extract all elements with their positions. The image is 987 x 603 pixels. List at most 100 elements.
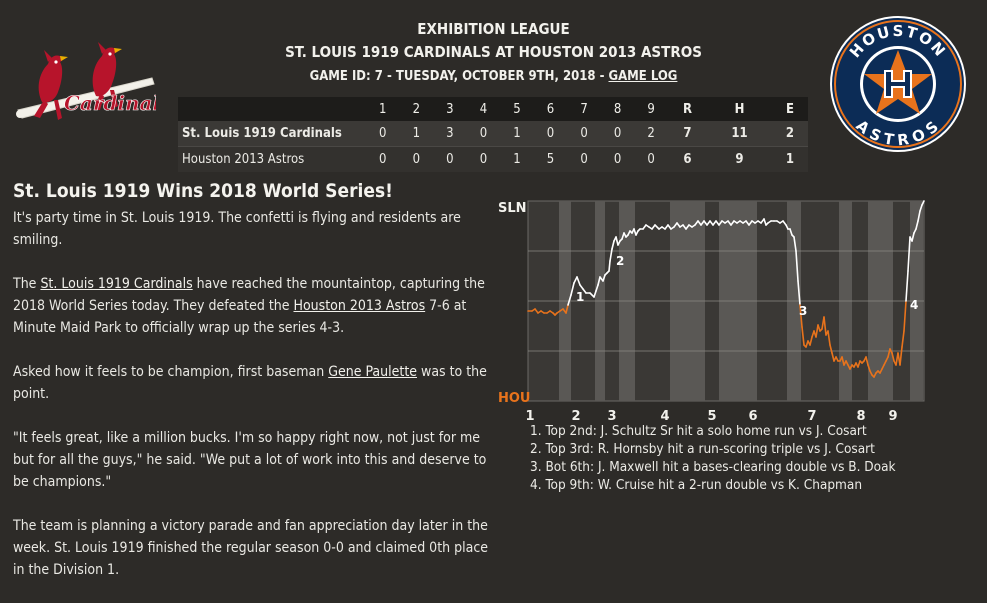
box-score: 1 2 3 4 5 6 7 8 9 R H E St. Louis 1919 C… — [178, 97, 808, 172]
col-header-runs: R — [667, 97, 708, 121]
top-team-label: SLN — [498, 201, 527, 216]
col-header: 7 — [567, 97, 601, 121]
line-segment — [831, 352, 835, 362]
col-header-hits: H — [707, 97, 772, 121]
x-tick-label: 4 — [660, 409, 669, 424]
article-paragraph: The St. Louis 1919 Cardinals have reache… — [13, 273, 488, 339]
line-segment — [915, 220, 919, 230]
line-segment — [697, 220, 702, 226]
inning-score: 2 — [634, 121, 668, 147]
bottom-team-label: HOU — [498, 391, 531, 406]
line-segment — [827, 330, 831, 346]
col-header: 3 — [433, 97, 467, 121]
article-text: The — [13, 276, 41, 292]
inning-score: 1 — [399, 121, 434, 147]
line-segment — [745, 220, 750, 226]
inning-score: 0 — [366, 146, 400, 172]
line-segment — [727, 220, 732, 226]
article-text: Asked how it feels to be champion, first… — [13, 364, 329, 380]
game-log-link[interactable]: GAME LOG — [608, 69, 678, 84]
line-segment — [907, 236, 911, 272]
line-segment — [682, 224, 687, 230]
cardinals-logo: Cardinals — [16, 42, 156, 120]
line-segment — [673, 222, 678, 228]
line-segment — [534, 308, 539, 314]
team-name: Houston 2013 Astros — [178, 146, 366, 172]
article-paragraph: Asked how it feels to be champion, first… — [13, 361, 488, 405]
inning-score: 0 — [466, 146, 501, 172]
col-header-errors: E — [771, 97, 808, 121]
line-segment — [579, 284, 584, 290]
article-headline: St. Louis 1919 Wins 2018 World Series! — [13, 180, 393, 202]
runs-total: 6 — [667, 146, 708, 172]
box-score-header: 1 2 3 4 5 6 7 8 9 R H E — [178, 97, 808, 121]
player-link[interactable]: Gene Paulette — [328, 364, 418, 380]
x-tick-label: 6 — [748, 409, 757, 424]
line-segment — [703, 220, 708, 226]
key-play-item: 4. Top 9th: W. Cruise hit a 2-run double… — [530, 477, 863, 493]
line-segment — [801, 326, 805, 346]
x-tick-label: 9 — [888, 409, 897, 424]
line-segment — [823, 316, 827, 336]
line-segment — [685, 224, 690, 230]
win-probability-line — [527, 200, 925, 378]
errors-total: 2 — [771, 121, 808, 147]
col-header: 1 — [366, 97, 400, 121]
line-segment — [793, 236, 797, 252]
team-column-header — [178, 97, 366, 121]
hits-total: 9 — [707, 146, 772, 172]
line-segment — [602, 274, 606, 282]
runs-total: 7 — [667, 121, 708, 147]
line-segment — [901, 330, 905, 348]
line-segment — [667, 224, 672, 230]
box-score-row-home: Houston 2013 Astros 0 0 0 0 1 5 0 0 0 6 … — [178, 146, 808, 172]
col-header: 2 — [399, 97, 434, 121]
line-segment — [712, 220, 717, 226]
line-segment — [865, 356, 869, 366]
line-segment — [921, 200, 925, 206]
line-segment — [809, 336, 813, 346]
article-paragraph: The team is planning a victory parade an… — [13, 518, 489, 578]
hits-total: 11 — [707, 121, 772, 147]
line-segment — [664, 224, 669, 230]
inning-score: 0 — [399, 146, 434, 172]
col-header: 6 — [533, 97, 568, 121]
team-name: St. Louis 1919 Cardinals — [178, 121, 366, 147]
event-marker-label: 2 — [616, 254, 624, 268]
inning-score: 3 — [433, 121, 467, 147]
matchup-title: ST. LOUIS 1919 CARDINALS AT HOUSTON 2013… — [285, 43, 702, 61]
line-segment — [917, 210, 921, 222]
line-segment — [700, 220, 705, 226]
line-segment — [565, 304, 569, 314]
line-segment — [651, 224, 656, 230]
line-segment — [715, 220, 720, 226]
article-paragraph: It's party time in St. Louis 1919. The c… — [13, 210, 461, 248]
team-link-astros[interactable]: Houston 2013 Astros — [293, 298, 426, 314]
line-segment — [576, 276, 581, 286]
win-probability-chart: 1 2 3 4 1 2 3 4 5 6 7 8 9 SLN HOU — [498, 200, 925, 424]
grid-lines — [528, 250, 924, 352]
col-header: 5 — [500, 97, 534, 121]
inning-score: 0 — [600, 146, 635, 172]
event-marker-label: 3 — [799, 304, 807, 318]
x-tick-label: 8 — [856, 409, 865, 424]
line-segment — [718, 220, 723, 226]
line-segment — [654, 224, 660, 230]
line-segment — [867, 364, 871, 372]
team-link-cardinals[interactable]: St. Louis 1919 Cardinals — [40, 276, 193, 292]
article-text: was to the point. — [13, 364, 487, 402]
key-play-item: 2. Top 3rd: R. Hornsby hit a run-scoring… — [530, 441, 875, 457]
article-paragraph: "It feels great, like a million bucks. I… — [13, 430, 487, 490]
col-header: 9 — [634, 97, 668, 121]
line-segment — [817, 324, 821, 332]
astros-logo: HOUSTON ASTROS — [830, 16, 966, 152]
inning-score: 1 — [500, 146, 534, 172]
line-segment — [597, 276, 601, 286]
key-plays-list: 1. Top 2nd: J. Schultz Sr hit a solo hom… — [530, 422, 896, 494]
line-segment — [642, 224, 647, 230]
line-segment — [795, 250, 799, 282]
inning-score: 0 — [533, 121, 568, 147]
errors-total: 1 — [771, 146, 808, 172]
line-segment — [905, 270, 909, 302]
line-segment — [706, 220, 711, 226]
